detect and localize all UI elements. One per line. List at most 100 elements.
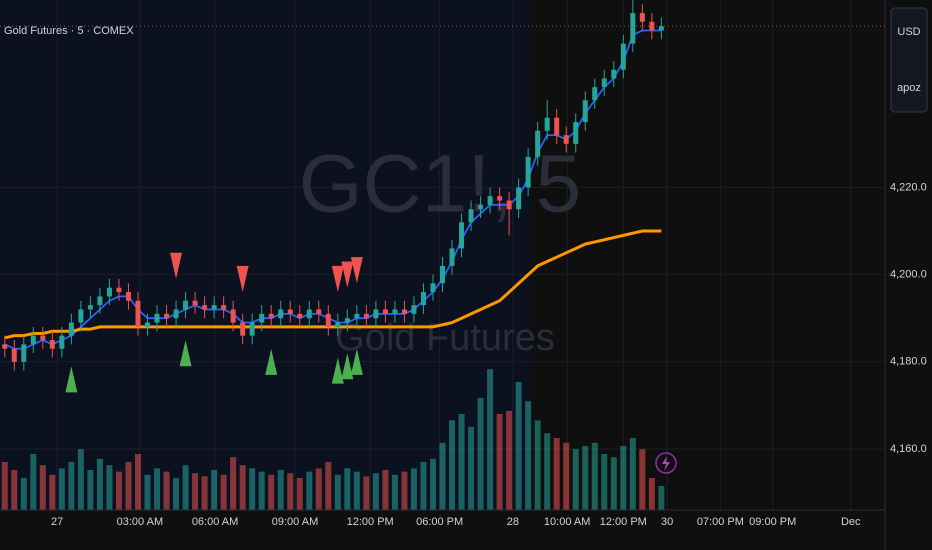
moving-average: [4, 29, 662, 350]
volume-bar: [515, 382, 522, 510]
volume-bar: [648, 478, 655, 510]
candle-body: [630, 13, 636, 44]
candle-body: [620, 43, 626, 70]
candle-body: [259, 313, 265, 323]
sell-signal: [341, 261, 354, 288]
candle-body: [183, 300, 189, 310]
volume-bar: [49, 474, 56, 510]
x-tick-label: 28: [507, 516, 519, 528]
x-tick-label: 09:00 PM: [749, 516, 796, 528]
sell-signal: [170, 252, 183, 279]
candle-body: [478, 204, 484, 210]
x-tick-label: 09:00 AM: [272, 516, 318, 528]
volume-bar: [258, 471, 265, 510]
user[interactable]: apoz: [897, 82, 921, 94]
candle-body: [40, 335, 46, 340]
sell-signal: [236, 265, 249, 292]
volume-bar: [315, 468, 322, 510]
signals: [65, 252, 363, 393]
axes: 4,160.0 4,180.0 4,200.0 4,220.0 27 03:00 AM 06…: [51, 181, 927, 528]
volume-bar: [249, 468, 256, 510]
volume-bar: [201, 476, 208, 510]
candle-body: [440, 265, 445, 284]
candle-body: [2, 344, 8, 349]
volume-bar: [115, 471, 122, 510]
x-tick-label: 27: [51, 516, 63, 528]
buy-signal: [65, 366, 78, 393]
volume-bar: [563, 442, 570, 510]
x-tick-label: 06:00 AM: [192, 516, 238, 528]
y-tick-label: 4,200.0: [890, 269, 927, 281]
candle-body: [164, 313, 170, 319]
currency-box[interactable]: [890, 7, 928, 113]
currency[interactable]: USD: [897, 26, 920, 38]
volume-bar: [401, 471, 408, 510]
volume-bar: [58, 468, 65, 510]
volume-bar: [582, 446, 589, 510]
candle-body: [382, 309, 388, 314]
buy-signal: [331, 357, 344, 384]
volume-bar: [458, 414, 465, 510]
volume-bar: [610, 457, 617, 510]
volume-bar: [211, 470, 218, 510]
volume-bar: [439, 442, 446, 510]
volume-bar: [1, 462, 8, 510]
volume-bar: [182, 465, 189, 510]
candle-body: [401, 309, 407, 314]
candle-body: [544, 117, 550, 131]
buy-signal: [350, 348, 363, 375]
moving-averages: [0, 25, 885, 350]
candle-body: [230, 309, 236, 323]
volume-bar: [639, 449, 646, 510]
candle-body: [87, 305, 93, 310]
x-tick-label: Dec: [841, 516, 861, 528]
candle-body: [145, 322, 150, 327]
candle-body: [287, 309, 293, 314]
volume-bar: [287, 473, 294, 510]
volume-bar: [68, 462, 75, 510]
lightning-icon[interactable]: [655, 452, 677, 474]
candle-body: [30, 335, 36, 345]
candle-body: [468, 209, 474, 223]
candle-body: [306, 309, 312, 319]
candle-body: [211, 305, 217, 310]
volume-bar: [173, 478, 180, 510]
candle-body: [173, 309, 179, 319]
x-tick-label: 12:00 PM: [600, 516, 647, 528]
candle-body: [649, 21, 655, 31]
volume-bar: [525, 401, 532, 510]
volume-bar: [477, 398, 484, 510]
candle-body: [97, 296, 103, 306]
candle-body: [68, 322, 74, 336]
volume-bar: [629, 438, 636, 510]
y-tick-label: 4,160.0: [890, 443, 927, 455]
volume-bar: [410, 468, 417, 510]
candle-body: [192, 300, 198, 306]
volume-bar: [125, 462, 132, 510]
candle-body: [535, 130, 541, 157]
x-tick-label: 10:00 AM: [544, 516, 590, 528]
volume-bar: [134, 454, 141, 510]
candle-body: [316, 309, 322, 314]
volume-bar: [420, 462, 427, 510]
volume-bar: [306, 471, 313, 510]
candle-body: [611, 69, 617, 79]
volume-bar: [20, 478, 27, 510]
candle-body: [392, 309, 398, 314]
candle-body: [592, 87, 598, 101]
candle-body: [135, 300, 141, 327]
x-tick-label: 03:00 AM: [117, 516, 163, 528]
lightning-glyph: [662, 456, 670, 471]
sell-signal: [331, 265, 344, 292]
candle-body: [487, 196, 493, 205]
volume-bar: [325, 462, 332, 510]
volume-bar: [77, 449, 84, 510]
volume-bar: [30, 454, 37, 510]
volume-bar: [344, 468, 351, 510]
volume-bar: [620, 446, 627, 510]
volume-bar: [372, 473, 379, 510]
candle-body: [573, 122, 579, 144]
volume-bar: [591, 442, 598, 510]
candle-body: [411, 305, 417, 314]
y-tick-label: 4,220.0: [890, 181, 927, 193]
